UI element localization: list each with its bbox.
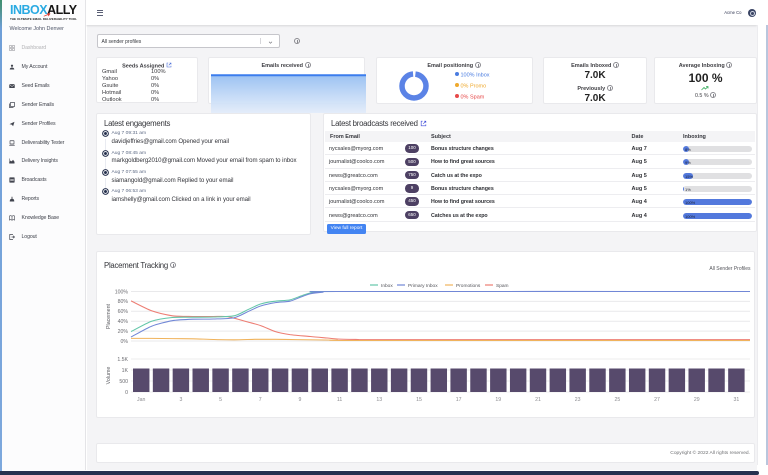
svg-text:19: 19 xyxy=(495,397,501,403)
svg-text:9: 9 xyxy=(298,397,301,403)
svg-text:21: 21 xyxy=(535,397,541,403)
svg-text:Primary Inbox: Primary Inbox xyxy=(408,283,438,289)
svg-text:15: 15 xyxy=(416,397,422,403)
svg-text:40%: 40% xyxy=(118,319,129,325)
svg-text:Volume: Volume xyxy=(106,366,112,384)
svg-text:29: 29 xyxy=(694,397,700,403)
svg-text:1K: 1K xyxy=(122,367,129,373)
svg-text:100%: 100% xyxy=(115,289,129,295)
svg-text:27: 27 xyxy=(654,397,660,403)
svg-text:7: 7 xyxy=(259,397,262,403)
svg-text:23: 23 xyxy=(575,397,581,403)
svg-text:5: 5 xyxy=(219,397,222,403)
svg-text:Jan: Jan xyxy=(137,397,145,403)
svg-text:500: 500 xyxy=(119,378,128,384)
svg-text:Promotions: Promotions xyxy=(456,283,481,289)
svg-text:25: 25 xyxy=(614,397,620,403)
svg-text:31: 31 xyxy=(733,397,739,403)
svg-text:11: 11 xyxy=(337,397,342,403)
svg-text:0: 0 xyxy=(125,389,128,395)
svg-text:0%: 0% xyxy=(121,338,129,344)
svg-text:17: 17 xyxy=(456,397,462,403)
svg-text:13: 13 xyxy=(376,397,382,403)
svg-text:20%: 20% xyxy=(118,328,129,334)
svg-text:3: 3 xyxy=(179,397,182,403)
svg-text:Inbox: Inbox xyxy=(381,283,393,289)
svg-text:60%: 60% xyxy=(118,309,129,315)
svg-text:80%: 80% xyxy=(118,299,129,305)
svg-text:1.5K: 1.5K xyxy=(117,356,128,362)
svg-text:Placement: Placement xyxy=(106,303,112,329)
svg-text:Spam: Spam xyxy=(496,283,509,289)
